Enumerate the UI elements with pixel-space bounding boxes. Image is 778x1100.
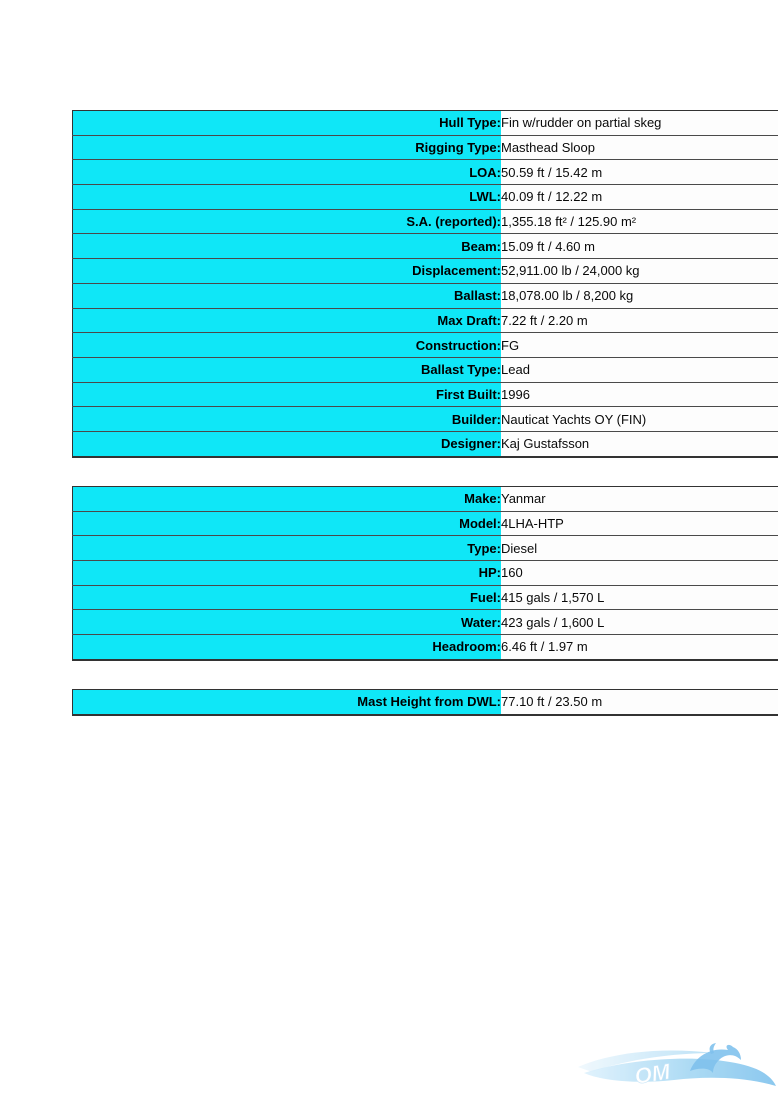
spec-value: Masthead Sloop <box>501 134 778 160</box>
spec-row: Max Draft: 7.22 ft / 2.20 m <box>72 307 778 333</box>
spec-value: Kaj Gustafsson <box>501 430 778 457</box>
spec-row: Mast Height from DWL: 77.10 ft / 23.50 m <box>72 689 778 715</box>
spec-value: 7.22 ft / 2.20 m <box>501 307 778 333</box>
spec-label: S.A. (reported): <box>72 208 501 234</box>
spec-row: HP: 160 <box>72 560 778 586</box>
spec-value: 415 gals / 1,570 L <box>501 584 778 610</box>
spec-row: Hull Type: Fin w/rudder on partial skeg <box>72 110 778 136</box>
spec-row: Make: Yanmar <box>72 486 778 512</box>
spec-row: S.A. (reported): 1,355.18 ft² / 125.90 m² <box>72 208 778 234</box>
spec-value: Nauticat Yachts OY (FIN) <box>501 406 778 432</box>
spec-row: Builder: Nauticat Yachts OY (FIN) <box>72 406 778 432</box>
spec-value: 423 gals / 1,600 L <box>501 609 778 635</box>
spec-label: Type: <box>72 535 501 561</box>
spec-label: Water: <box>72 609 501 635</box>
spec-row: Beam: 15.09 ft / 4.60 m <box>72 233 778 259</box>
spec-value: Yanmar <box>501 486 778 512</box>
spec-value: 160 <box>501 560 778 586</box>
spec-label: LOA: <box>72 159 501 185</box>
spec-label: LWL: <box>72 184 501 210</box>
spec-label: Ballast: <box>72 282 501 308</box>
spec-value: 40.09 ft / 12.22 m <box>501 184 778 210</box>
spec-row: Designer: Kaj Gustafsson <box>72 430 778 457</box>
wave-crest-icon <box>578 1050 713 1072</box>
spec-label: Designer: <box>72 430 501 457</box>
spec-row: LOA: 50.59 ft / 15.42 m <box>72 159 778 185</box>
spec-row: Ballast: 18,078.00 lb / 8,200 kg <box>72 282 778 308</box>
spec-value: 6.46 ft / 1.97 m <box>501 634 778 660</box>
spec-value: 50.59 ft / 15.42 m <box>501 159 778 185</box>
wave-swoosh-icon <box>584 1058 776 1086</box>
spec-row: Rigging Type: Masthead Sloop <box>72 134 778 160</box>
spec-value: 1996 <box>501 381 778 407</box>
spec-row: Fuel: 415 gals / 1,570 L <box>72 584 778 610</box>
spec-value: Fin w/rudder on partial skeg <box>501 110 778 136</box>
engine-specs-table: Make: Yanmar Model: 4LHA-HTP Type: Diesel HP: 1… <box>72 486 778 661</box>
spec-label: Rigging Type: <box>72 134 501 160</box>
spec-label: First Built: <box>72 381 501 407</box>
spec-value: Lead <box>501 356 778 383</box>
spec-label: Builder: <box>72 406 501 432</box>
dolphin-icon <box>690 1044 741 1073</box>
spec-row: Headroom: 6.46 ft / 1.97 m <box>72 634 778 660</box>
spec-label: Beam: <box>72 233 501 259</box>
spec-label: Ballast Type: <box>72 356 501 383</box>
spec-value: 77.10 ft / 23.50 m <box>501 689 778 715</box>
spec-label: Make: <box>72 486 501 512</box>
spec-row: Water: 423 gals / 1,600 L <box>72 609 778 635</box>
spec-value: 18,078.00 lb / 8,200 kg <box>501 282 778 308</box>
spec-value: 1,355.18 ft² / 125.90 m² <box>501 208 778 234</box>
spec-row: LWL: 40.09 ft / 12.22 m <box>72 184 778 210</box>
spec-label: Displacement: <box>72 258 501 284</box>
spec-row: Construction: FG <box>72 332 778 358</box>
spec-label: Model: <box>72 510 501 536</box>
spec-row: Ballast Type: Lead <box>72 356 778 383</box>
spec-label: Headroom: <box>72 634 501 660</box>
hull-specs-table: Hull Type: Fin w/rudder on partial skeg Ri… <box>72 110 778 458</box>
spec-label: Max Draft: <box>72 307 501 333</box>
spec-row: Type: Diesel <box>72 535 778 561</box>
spec-label: Mast Height from DWL: <box>72 689 501 715</box>
wave-dolphin-logo: OM <box>578 1043 776 1089</box>
logo-text: OM <box>633 1059 673 1089</box>
spec-row: Model: 4LHA-HTP <box>72 510 778 536</box>
spec-label: Construction: <box>72 332 501 358</box>
spec-label: Fuel: <box>72 584 501 610</box>
spec-row: First Built: 1996 <box>72 381 778 407</box>
spec-label: Hull Type: <box>72 110 501 136</box>
spec-value: 15.09 ft / 4.60 m <box>501 233 778 259</box>
spec-value: Diesel <box>501 535 778 561</box>
spec-value: 4LHA-HTP <box>501 510 778 536</box>
rig-specs-table: Mast Height from DWL: 77.10 ft / 23.50 m <box>72 689 778 716</box>
spec-row: Displacement: 52,911.00 lb / 24,000 kg <box>72 258 778 284</box>
spec-value: FG <box>501 332 778 358</box>
dolphin-fin-icon <box>709 1043 716 1054</box>
spec-label: HP: <box>72 560 501 586</box>
spec-value: 52,911.00 lb / 24,000 kg <box>501 258 778 284</box>
